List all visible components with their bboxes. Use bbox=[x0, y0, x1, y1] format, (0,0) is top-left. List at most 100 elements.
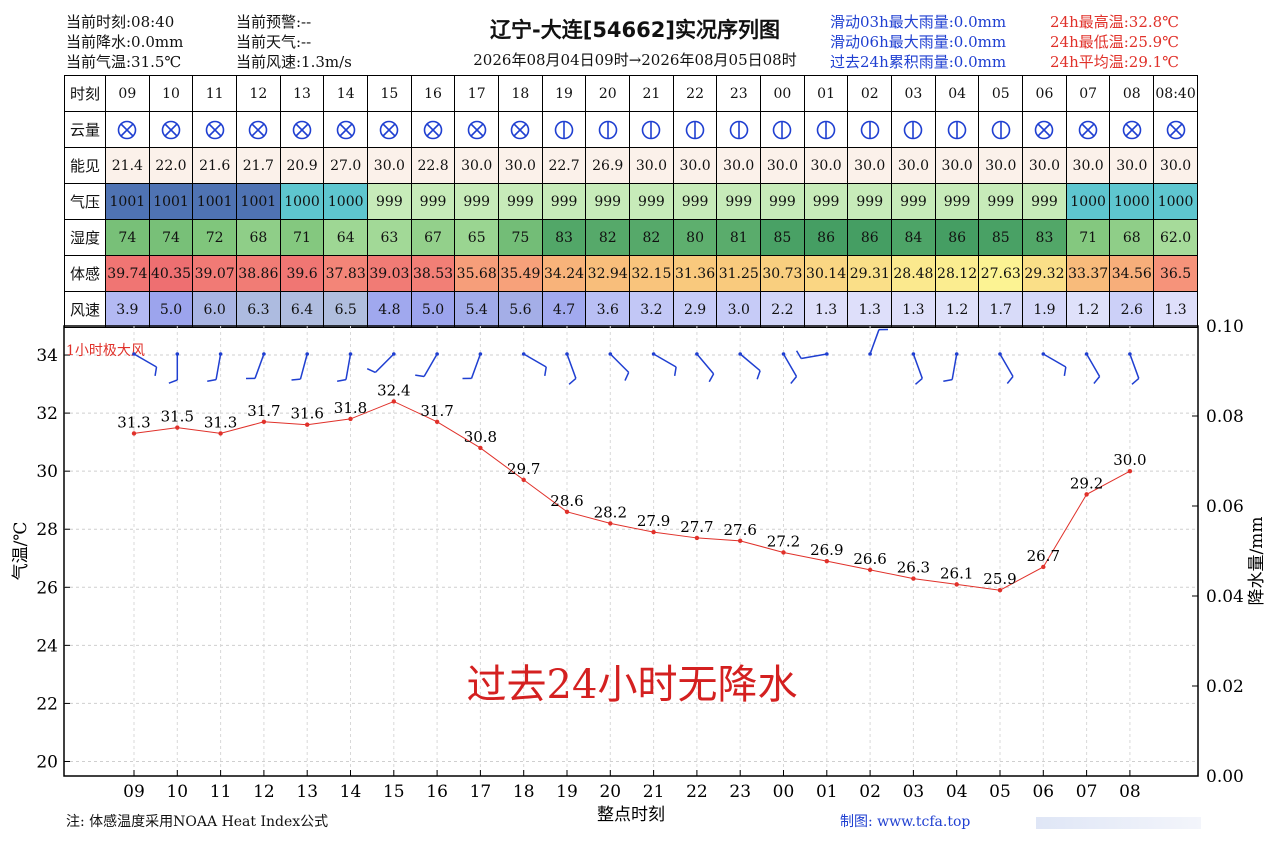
hour-cell: 15 bbox=[367, 75, 412, 112]
wind-barb-staff bbox=[215, 353, 222, 380]
temperature-data-label: 31.3 bbox=[117, 413, 150, 431]
visibility-cell: 21.6 bbox=[192, 147, 238, 184]
overcast-icon bbox=[1122, 120, 1142, 139]
temperature-data-label: 29.7 bbox=[507, 460, 540, 478]
cloud-cell bbox=[279, 111, 325, 148]
row-header: 时刻 bbox=[64, 75, 106, 112]
temperature-point bbox=[348, 416, 353, 422]
wind-barb-staff bbox=[374, 353, 395, 373]
wind-speed-cell: 3.6 bbox=[585, 291, 631, 328]
pressure-cell: 999 bbox=[978, 183, 1024, 220]
cloud-cell bbox=[978, 111, 1024, 148]
wind-speed-cell: 3.9 bbox=[105, 291, 150, 328]
footer-credit[interactable]: 制图: www.tcfa.top bbox=[840, 814, 971, 830]
hour-cell: 10 bbox=[148, 75, 194, 112]
half-cloud-icon bbox=[642, 120, 661, 139]
hour-cell: 01 bbox=[803, 75, 849, 112]
x-tick-label: 11 bbox=[210, 782, 232, 802]
wind-barb-staff bbox=[739, 353, 761, 372]
x-tick-label: 10 bbox=[166, 782, 188, 802]
hour-cell: 13 bbox=[279, 75, 325, 112]
cloud-cell bbox=[847, 111, 893, 148]
temperature-data-label: 32.4 bbox=[377, 381, 410, 399]
y-tick-label: 26 bbox=[36, 578, 58, 598]
x-tick-label: 22 bbox=[686, 782, 708, 802]
wind-barb-feather bbox=[168, 379, 178, 384]
temperature-point bbox=[867, 567, 873, 573]
footer-note: 注: 体感温度采用NOAA Heat Index公式 bbox=[66, 814, 329, 830]
wind-speed-cell: 6.0 bbox=[192, 291, 238, 328]
temp-avg: 24h平均温:29.1℃ bbox=[1050, 53, 1179, 71]
wind-barb-staff bbox=[133, 353, 157, 368]
wind-speed-cell: 4.7 bbox=[541, 291, 587, 328]
hour-cell: 06 bbox=[1022, 75, 1067, 112]
wind-barb bbox=[291, 352, 309, 381]
wind-barb-feather bbox=[790, 376, 798, 384]
temperature-data-label: 31.6 bbox=[290, 405, 323, 423]
wind-barb bbox=[337, 352, 353, 383]
wind-barb-staff bbox=[299, 353, 308, 380]
visibility-cell: 21.7 bbox=[236, 147, 281, 184]
pressure-cell: 999 bbox=[672, 183, 718, 220]
temperature-data-label: 27.9 bbox=[637, 512, 670, 530]
temperature-data-label: 27.6 bbox=[723, 521, 756, 539]
visibility-cell: 30.0 bbox=[498, 147, 543, 184]
wind-barb-staff bbox=[254, 353, 265, 379]
feels-like-cell: 27.63 bbox=[978, 255, 1024, 292]
humidity-cell: 62.0 bbox=[1153, 219, 1198, 256]
x-tick-label: 07 bbox=[1076, 782, 1098, 802]
wind-speed-cell: 3.0 bbox=[716, 291, 762, 328]
feels-like-cell: 29.32 bbox=[1022, 255, 1067, 292]
half-cloud-icon bbox=[554, 120, 574, 139]
wind-barb-feather bbox=[1006, 376, 1014, 384]
half-cloud-icon bbox=[729, 120, 749, 139]
cloud-cell bbox=[760, 111, 805, 148]
wind-barb-feather bbox=[415, 374, 425, 378]
wind-barb-staff bbox=[609, 353, 630, 373]
hour-cell: 09 bbox=[105, 75, 150, 112]
temperature-line bbox=[133, 400, 1131, 591]
y-tick-label: 24 bbox=[36, 636, 58, 656]
cloud-cell bbox=[1109, 111, 1155, 148]
y-tick-label: 32 bbox=[36, 404, 58, 424]
wind-barb bbox=[868, 328, 889, 356]
temperature-point bbox=[564, 509, 570, 515]
feels-like-cell: 39.6 bbox=[279, 255, 325, 292]
humidity-cell: 85 bbox=[760, 219, 805, 256]
wind-barb-staff bbox=[951, 353, 958, 380]
pressure-cell: 999 bbox=[454, 183, 500, 220]
overcast-icon bbox=[511, 120, 530, 139]
x-tick-label: 20 bbox=[599, 782, 621, 802]
wind-speed-cell: 2.6 bbox=[1109, 291, 1155, 328]
feels-like-cell: 30.73 bbox=[760, 255, 805, 292]
pressure-cell: 1001 bbox=[236, 183, 281, 220]
temperature-point bbox=[478, 445, 483, 451]
wind-speed-cell: 5.0 bbox=[148, 291, 194, 328]
temperature-point bbox=[175, 425, 180, 430]
x-tick-label: 03 bbox=[903, 782, 925, 802]
y2-tick-label: 0.04 bbox=[1206, 587, 1244, 607]
visibility-cell: 30.0 bbox=[672, 147, 718, 184]
humidity-cell: 71 bbox=[1065, 219, 1111, 256]
wind-barb bbox=[168, 352, 180, 384]
current-status: 当前预警:-- 当前天气:-- 当前风速:1.3m/s bbox=[236, 12, 352, 72]
pressure-cell: 999 bbox=[410, 183, 456, 220]
feels-like-cell: 31.25 bbox=[716, 255, 762, 292]
feels-like-cell: 39.03 bbox=[367, 255, 412, 292]
visibility-cell: 30.0 bbox=[760, 147, 805, 184]
humidity-cell: 75 bbox=[498, 219, 543, 256]
wind-barb bbox=[1041, 352, 1067, 377]
temperature-point bbox=[997, 587, 1003, 593]
temp-stats: 24h最高温:32.8℃ 24h最低温:25.9℃ 24h平均温:29.1℃ bbox=[1050, 12, 1179, 72]
wind-barb-feather bbox=[1063, 366, 1067, 377]
hour-cell: 08 bbox=[1109, 75, 1155, 112]
wind-barb bbox=[462, 352, 483, 380]
x-tick-label: 16 bbox=[426, 782, 448, 802]
x-tick-label: 18 bbox=[513, 782, 535, 802]
humidity-cell: 68 bbox=[236, 219, 281, 256]
wind-barb-feather bbox=[366, 368, 376, 374]
cloud-cell bbox=[1153, 111, 1198, 148]
wind-speed-cell: 1.9 bbox=[1022, 291, 1067, 328]
humidity-cell: 63 bbox=[367, 219, 412, 256]
x-tick-label: 14 bbox=[340, 782, 362, 802]
